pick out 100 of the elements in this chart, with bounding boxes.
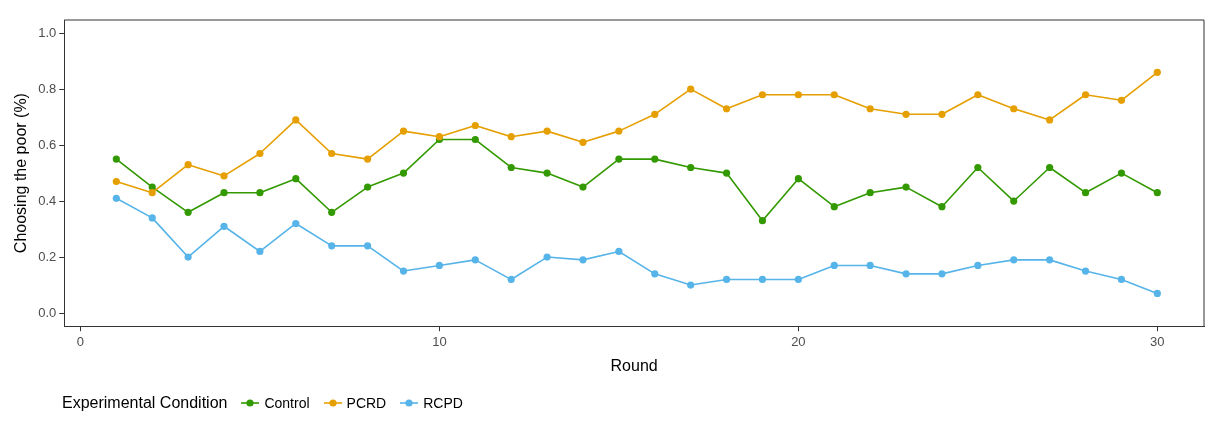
legend-title: Experimental Condition [62, 394, 228, 412]
point [1117, 275, 1126, 284]
point [866, 189, 874, 197]
point [256, 189, 264, 197]
point [328, 149, 336, 158]
point [328, 208, 336, 216]
point [292, 219, 300, 228]
point [399, 127, 408, 135]
point [1081, 189, 1090, 197]
point [974, 261, 982, 270]
point [399, 267, 408, 275]
point [687, 85, 695, 93]
point [758, 217, 767, 225]
point [220, 189, 228, 197]
point [722, 169, 731, 177]
point [794, 91, 802, 99]
point [292, 175, 300, 183]
point [543, 127, 551, 135]
y-tick-label: 0.0 [38, 304, 57, 320]
point [148, 214, 156, 222]
point [471, 135, 479, 144]
point [579, 183, 587, 191]
point [938, 110, 946, 118]
point [830, 91, 838, 99]
legend-label: Control [264, 395, 310, 411]
point [758, 91, 767, 99]
point [1046, 163, 1054, 172]
point [292, 116, 300, 124]
point [328, 242, 336, 250]
point [974, 163, 982, 172]
y-tick-label: 0.2 [38, 248, 57, 264]
point [507, 163, 515, 172]
point [579, 256, 587, 264]
point [435, 261, 443, 270]
point [902, 110, 910, 118]
point [364, 242, 372, 250]
y-tick-label: 0.4 [38, 192, 57, 208]
point [830, 203, 838, 211]
legend-label: PCRD [346, 395, 387, 411]
point [1117, 96, 1126, 104]
point [256, 247, 264, 256]
point [830, 261, 838, 270]
point [543, 169, 551, 177]
point [615, 247, 623, 256]
point [794, 175, 802, 183]
point [866, 261, 874, 270]
point [507, 275, 515, 284]
point [220, 172, 228, 180]
point [1010, 105, 1018, 113]
point [1153, 189, 1161, 197]
point [866, 105, 874, 113]
point [1046, 116, 1054, 124]
point [1010, 256, 1018, 264]
x-tick-label: 0 [76, 333, 85, 349]
point [1046, 256, 1054, 264]
point [794, 275, 802, 284]
point [938, 203, 946, 211]
point [651, 270, 659, 278]
point [1081, 91, 1090, 99]
point [184, 208, 192, 216]
point [184, 253, 192, 261]
point [364, 183, 372, 191]
point [1153, 289, 1161, 298]
point [1117, 169, 1126, 177]
point [651, 110, 659, 118]
point [579, 138, 587, 146]
point [1010, 197, 1018, 205]
point [938, 270, 946, 278]
point [112, 155, 120, 163]
point [687, 163, 695, 172]
point [471, 256, 479, 264]
point [1153, 68, 1161, 76]
point [543, 253, 551, 261]
x-axis-title: Round [610, 356, 658, 374]
x-tick-label: 20 [791, 333, 806, 349]
point [256, 149, 264, 158]
point [722, 105, 731, 113]
point [974, 91, 982, 99]
y-tick-label: 1.0 [38, 24, 57, 40]
point [184, 161, 192, 169]
point [615, 155, 623, 163]
point [687, 281, 695, 289]
point [112, 194, 120, 202]
point [471, 121, 479, 130]
point [148, 189, 156, 197]
y-tick-label: 0.8 [38, 80, 57, 96]
point [722, 275, 731, 284]
x-tick-label: 30 [1150, 333, 1165, 349]
y-tick-label: 0.6 [38, 136, 57, 152]
point [902, 183, 910, 191]
x-tick-label: 10 [432, 333, 447, 349]
point [112, 177, 120, 186]
legend-label: RCPD [423, 395, 463, 411]
point [902, 270, 910, 278]
point [615, 127, 623, 135]
point [507, 133, 515, 141]
point [758, 275, 767, 284]
point [651, 155, 659, 163]
point [220, 222, 228, 230]
point [364, 155, 372, 163]
